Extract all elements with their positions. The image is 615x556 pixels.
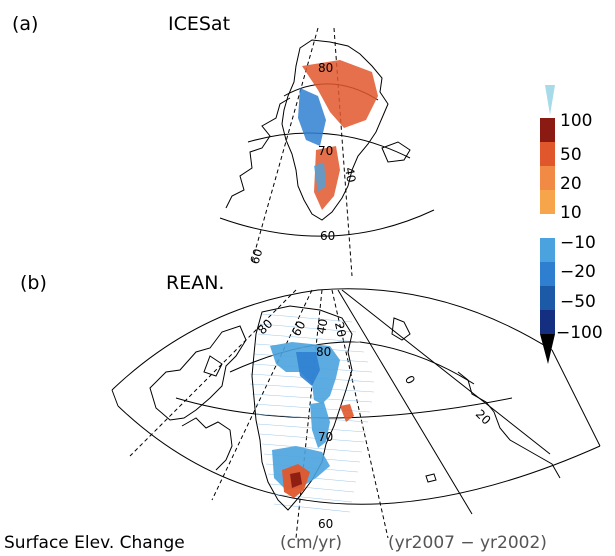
legend-swatch-pos-20 — [540, 166, 555, 190]
panel-a-label-lat-80: 80 — [318, 61, 333, 75]
panel-a-thickening-north — [302, 60, 378, 128]
color-legend: 100 50 20 10 −10 −20 −50 −100 — [540, 85, 603, 364]
panel-b-lat-80-circle — [229, 341, 475, 385]
legend-label-pos-50: 50 — [560, 145, 582, 165]
panel-b-meridian-20 — [331, 289, 389, 539]
panel-b-right-edge — [551, 349, 601, 447]
panel-b-bottom-arc — [117, 405, 601, 505]
panel-b-meridian-20e — [341, 289, 551, 455]
panel-b-thinning-core — [296, 352, 320, 386]
panel-b-canada-coast — [149, 325, 247, 421]
legend-label-neg-100: −100 — [556, 323, 603, 343]
panel-b-label-lat-60: 60 — [318, 517, 333, 531]
caption-units: (cm/yr) — [280, 533, 342, 553]
panel-b-label-lat-70: 70 — [318, 430, 333, 444]
panel-b-label-lat-80: 80 — [316, 345, 331, 359]
panel-b-elevation-change-data — [270, 342, 354, 498]
legend-swatch-neg-20 — [540, 262, 555, 286]
panel-a-elevation-change-data — [298, 60, 378, 210]
panel-b-thinning-central — [310, 402, 330, 448]
panel-a-thinning-south — [314, 162, 326, 192]
panel-a-thinning-west — [298, 88, 326, 146]
panel-a-lat-60-circle — [219, 209, 435, 237]
panel-b-meridian-60 — [211, 289, 313, 501]
panel-b-label-lon-40: 40 — [314, 318, 330, 335]
panel-b-meridian-0 — [337, 289, 473, 515]
panel-b-baffin-coast — [181, 417, 233, 471]
caption-period: (yr2007 − yr2002) — [388, 533, 547, 553]
panel-b-label-lon-80: 80 — [255, 316, 276, 337]
legend-negative-arrow — [540, 334, 555, 364]
panel-b-outer-arc — [111, 288, 553, 391]
panel-b-label-lon-60: 60 — [289, 319, 309, 339]
panel-b-thickening-east — [340, 404, 354, 422]
panel-b-title: REAN. — [166, 272, 224, 294]
panel-b-svalbard-coast — [391, 317, 411, 341]
panel-a-label-lat-60: 60 — [320, 229, 335, 243]
legend-swatch-neg-100 — [540, 310, 555, 334]
legend-positive-arrow — [545, 85, 555, 115]
caption: Surface Elev. Change (cm/yr) (yr2007 − y… — [4, 533, 547, 553]
panel-b-letter: (b) — [20, 272, 47, 294]
caption-main: Surface Elev. Change — [4, 533, 185, 553]
legend-swatch-pos-100 — [540, 118, 555, 142]
panel-b-left-edge — [111, 389, 119, 407]
panel-b-thickening-south-core — [290, 472, 302, 488]
panel-b-label-lon-0: 0 — [402, 373, 418, 387]
legend-label-pos-20: 20 — [560, 174, 582, 194]
legend-label-neg-50: −50 — [560, 292, 596, 312]
panel-b-label-lon-20: 20 — [332, 321, 349, 339]
panel-b: (b) REAN. — [20, 272, 601, 539]
legend-label-neg-20: −20 — [560, 262, 596, 282]
panel-b-label-lon-20e: 20 — [473, 407, 494, 428]
legend-label-pos-10: 10 — [560, 203, 582, 223]
panel-a-canada-coast — [225, 97, 291, 209]
panel-a-title: ICESat — [168, 13, 230, 35]
panel-a-label-lon-40: 40 — [342, 166, 358, 183]
panel-b-iceland-coast — [425, 473, 437, 483]
panel-a-coastline — [281, 39, 389, 221]
panel-b-scandinavia-coast — [457, 371, 561, 479]
panel-a-label-lon-60: 60 — [247, 247, 265, 266]
panel-a-thickening-south — [314, 146, 340, 210]
panel-a-lat-70-circle — [247, 132, 411, 159]
panel-a-iceland — [381, 141, 411, 163]
legend-swatch-neg-10 — [540, 238, 555, 262]
legend-label-pos-100: 100 — [560, 111, 592, 131]
panel-a-meridian-60 — [251, 27, 319, 263]
legend-swatch-neg-50 — [540, 286, 555, 310]
legend-label-neg-10: −10 — [560, 233, 596, 253]
legend-swatch-pos-10 — [540, 190, 555, 214]
panel-a-label-lat-70: 70 — [318, 144, 333, 158]
panel-a: (a) ICESat 80 70 60 40 60 — [12, 13, 435, 277]
legend-swatch-pos-50 — [540, 142, 555, 166]
panel-a-letter: (a) — [12, 13, 38, 35]
